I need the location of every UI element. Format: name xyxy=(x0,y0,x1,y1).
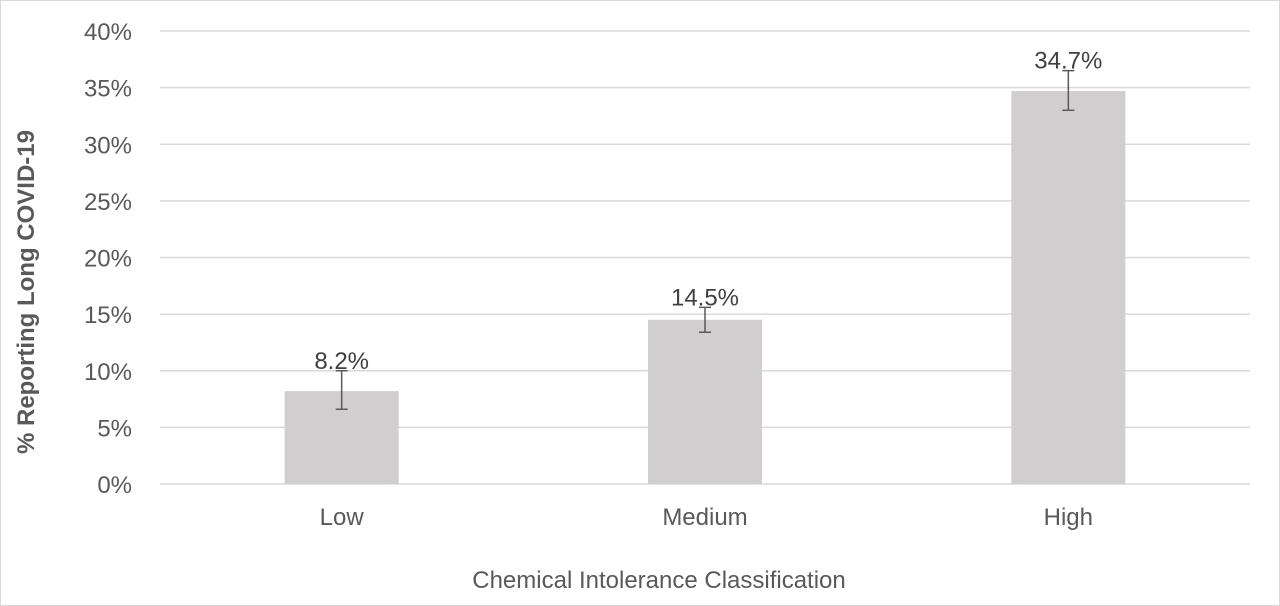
x-axis-title: Chemical Intolerance Classification xyxy=(472,567,846,594)
x-category-label: High xyxy=(1044,504,1093,531)
bar-high xyxy=(1011,91,1126,485)
y-tick-label: 35% xyxy=(84,76,132,103)
y-tick-label: 25% xyxy=(84,189,132,216)
x-category-label: Low xyxy=(320,504,365,531)
y-axis-title: % Reporting Long COVID-19 xyxy=(13,130,40,454)
y-tick-label: 0% xyxy=(97,472,132,499)
y-tick-label: 20% xyxy=(84,246,132,273)
y-tick-label: 30% xyxy=(84,132,132,159)
error-bar xyxy=(1062,69,1075,112)
y-tick-label: 15% xyxy=(84,302,132,329)
error-bars xyxy=(335,69,1075,411)
error-bar xyxy=(699,306,711,333)
bar-medium xyxy=(648,319,762,484)
x-category-label: Medium xyxy=(662,504,747,531)
y-tick-label: 5% xyxy=(97,415,132,442)
x-axis-categories: Low Medium High xyxy=(320,504,1093,531)
data-label: 34.7% xyxy=(1034,48,1102,75)
error-bar xyxy=(335,370,348,411)
y-axis-ticks: 0% 5% 10% 15% 20% 25% 30% 35% 40% xyxy=(84,19,132,499)
data-label: 14.5% xyxy=(671,284,739,311)
y-tick-label: 40% xyxy=(84,19,132,46)
y-tick-label: 10% xyxy=(84,359,132,386)
data-labels: 8.2% 14.5% 34.7% xyxy=(314,48,1102,375)
bars xyxy=(284,91,1126,485)
data-label: 8.2% xyxy=(314,348,369,375)
